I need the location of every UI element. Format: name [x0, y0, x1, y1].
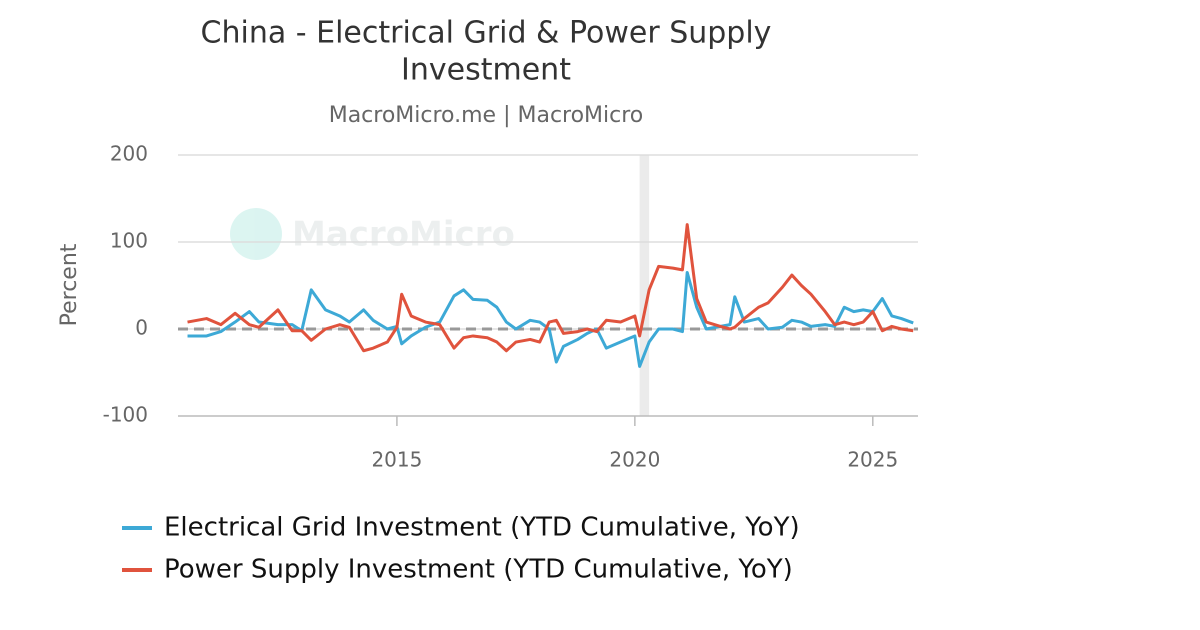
- highlight-band: [639, 155, 650, 416]
- watermark-text: MacroMicro: [292, 215, 515, 255]
- x-tick-label: 2020: [609, 448, 660, 472]
- chart-subtitle: MacroMicro.me | MacroMicro: [329, 103, 644, 128]
- x-tick-label: 2015: [371, 448, 422, 472]
- series-line: [187, 270, 914, 368]
- legend-label: Power Supply Investment (YTD Cumulative,…: [164, 555, 793, 585]
- y-tick-label: 0: [135, 316, 148, 340]
- chart-title: China - Electrical Grid & Power Supply: [201, 16, 772, 51]
- y-tick-label: 100: [110, 229, 148, 253]
- y-tick-label: -100: [103, 403, 148, 427]
- y-axis-label: Percent: [57, 243, 82, 326]
- legend-label: Electrical Grid Investment (YTD Cumulati…: [164, 513, 800, 543]
- series-line: [187, 223, 914, 353]
- watermark-logo: [230, 208, 282, 260]
- x-tick-label: 2025: [847, 448, 898, 472]
- y-tick-label: 200: [110, 142, 148, 166]
- watermark: MacroMicro: [230, 208, 515, 260]
- chart-title: Investment: [401, 53, 571, 88]
